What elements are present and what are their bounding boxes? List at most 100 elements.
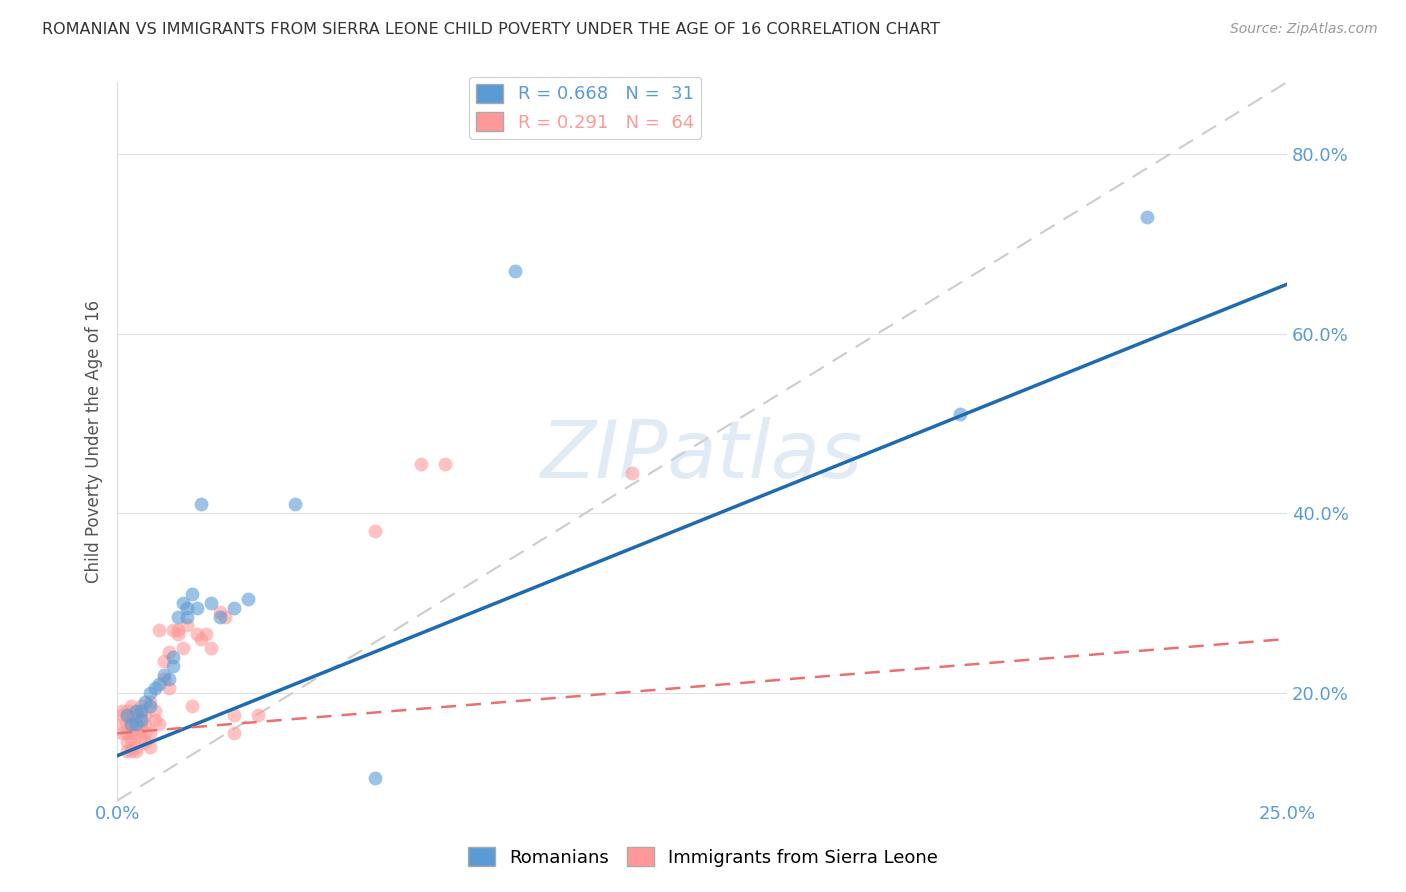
Point bbox=[238, 591, 260, 606]
Point bbox=[246, 708, 269, 723]
Point bbox=[181, 699, 204, 714]
Point bbox=[433, 457, 456, 471]
Point bbox=[167, 623, 190, 637]
Point bbox=[190, 497, 212, 511]
Point bbox=[134, 735, 156, 749]
Point bbox=[214, 609, 236, 624]
Point bbox=[363, 524, 385, 539]
Point bbox=[125, 717, 148, 731]
Point bbox=[186, 627, 208, 641]
Point bbox=[209, 605, 232, 619]
Point bbox=[157, 673, 180, 687]
Point bbox=[115, 717, 138, 731]
Point bbox=[115, 726, 138, 740]
Point bbox=[162, 659, 184, 673]
Point bbox=[111, 708, 134, 723]
Point bbox=[143, 713, 166, 727]
Y-axis label: Child Poverty Under the Age of 16: Child Poverty Under the Age of 16 bbox=[86, 300, 103, 583]
Point bbox=[129, 704, 152, 718]
Point bbox=[120, 739, 142, 754]
Point bbox=[153, 654, 176, 668]
Point bbox=[148, 677, 170, 691]
Point bbox=[668, 847, 690, 862]
Text: ROMANIAN VS IMMIGRANTS FROM SIERRA LEONE CHILD POVERTY UNDER THE AGE OF 16 CORRE: ROMANIAN VS IMMIGRANTS FROM SIERRA LEONE… bbox=[42, 22, 941, 37]
Point bbox=[143, 704, 166, 718]
Point bbox=[167, 627, 190, 641]
Point bbox=[125, 726, 148, 740]
Point bbox=[125, 708, 148, 723]
Point bbox=[125, 739, 148, 754]
Point bbox=[115, 704, 138, 718]
Point bbox=[195, 627, 218, 641]
Point bbox=[111, 717, 134, 731]
Point bbox=[129, 699, 152, 714]
Point bbox=[167, 609, 190, 624]
Point bbox=[172, 640, 194, 655]
Point bbox=[181, 587, 204, 601]
Point bbox=[120, 708, 142, 723]
Point bbox=[200, 596, 222, 610]
Point bbox=[162, 623, 184, 637]
Point bbox=[125, 704, 148, 718]
Point bbox=[129, 731, 152, 745]
Point bbox=[157, 645, 180, 659]
Point bbox=[139, 686, 162, 700]
Point bbox=[129, 722, 152, 736]
Point bbox=[120, 731, 142, 745]
Point bbox=[125, 704, 148, 718]
Point bbox=[134, 726, 156, 740]
Point bbox=[134, 708, 156, 723]
Point bbox=[134, 695, 156, 709]
Point bbox=[176, 600, 198, 615]
Point bbox=[153, 673, 176, 687]
Point bbox=[139, 739, 162, 754]
Point bbox=[129, 713, 152, 727]
Text: ZIPatlas: ZIPatlas bbox=[541, 417, 863, 495]
Point bbox=[120, 744, 142, 758]
Point bbox=[948, 408, 970, 422]
Point bbox=[200, 640, 222, 655]
Point bbox=[1136, 210, 1159, 224]
Point bbox=[143, 681, 166, 696]
Point bbox=[190, 632, 212, 646]
Point bbox=[224, 708, 246, 723]
Point bbox=[120, 726, 142, 740]
Point bbox=[186, 600, 208, 615]
Point bbox=[620, 466, 643, 480]
Point bbox=[120, 713, 142, 727]
Point bbox=[209, 609, 232, 624]
Point bbox=[125, 744, 148, 758]
Point bbox=[115, 744, 138, 758]
Point bbox=[284, 497, 307, 511]
Point bbox=[115, 708, 138, 723]
Point bbox=[139, 695, 162, 709]
Point bbox=[411, 457, 433, 471]
Point bbox=[176, 609, 198, 624]
Point bbox=[111, 704, 134, 718]
Point bbox=[129, 708, 152, 723]
Point bbox=[172, 596, 194, 610]
Point bbox=[363, 771, 385, 785]
Point bbox=[148, 623, 170, 637]
Point bbox=[157, 681, 180, 696]
Point bbox=[129, 717, 152, 731]
Legend: Romanians, Immigrants from Sierra Leone: Romanians, Immigrants from Sierra Leone bbox=[460, 840, 946, 874]
Point bbox=[176, 618, 198, 632]
Point bbox=[115, 708, 138, 723]
Point bbox=[125, 717, 148, 731]
Point bbox=[120, 699, 142, 714]
Point bbox=[224, 600, 246, 615]
Point bbox=[134, 717, 156, 731]
Legend: R = 0.668   N =  31, R = 0.291   N =  64: R = 0.668 N = 31, R = 0.291 N = 64 bbox=[470, 77, 702, 139]
Point bbox=[120, 717, 142, 731]
Point bbox=[139, 726, 162, 740]
Point bbox=[120, 717, 142, 731]
Point bbox=[153, 668, 176, 682]
Point bbox=[139, 699, 162, 714]
Point bbox=[503, 264, 526, 278]
Point bbox=[111, 726, 134, 740]
Point bbox=[162, 649, 184, 664]
Point bbox=[115, 735, 138, 749]
Point bbox=[148, 717, 170, 731]
Point bbox=[224, 726, 246, 740]
